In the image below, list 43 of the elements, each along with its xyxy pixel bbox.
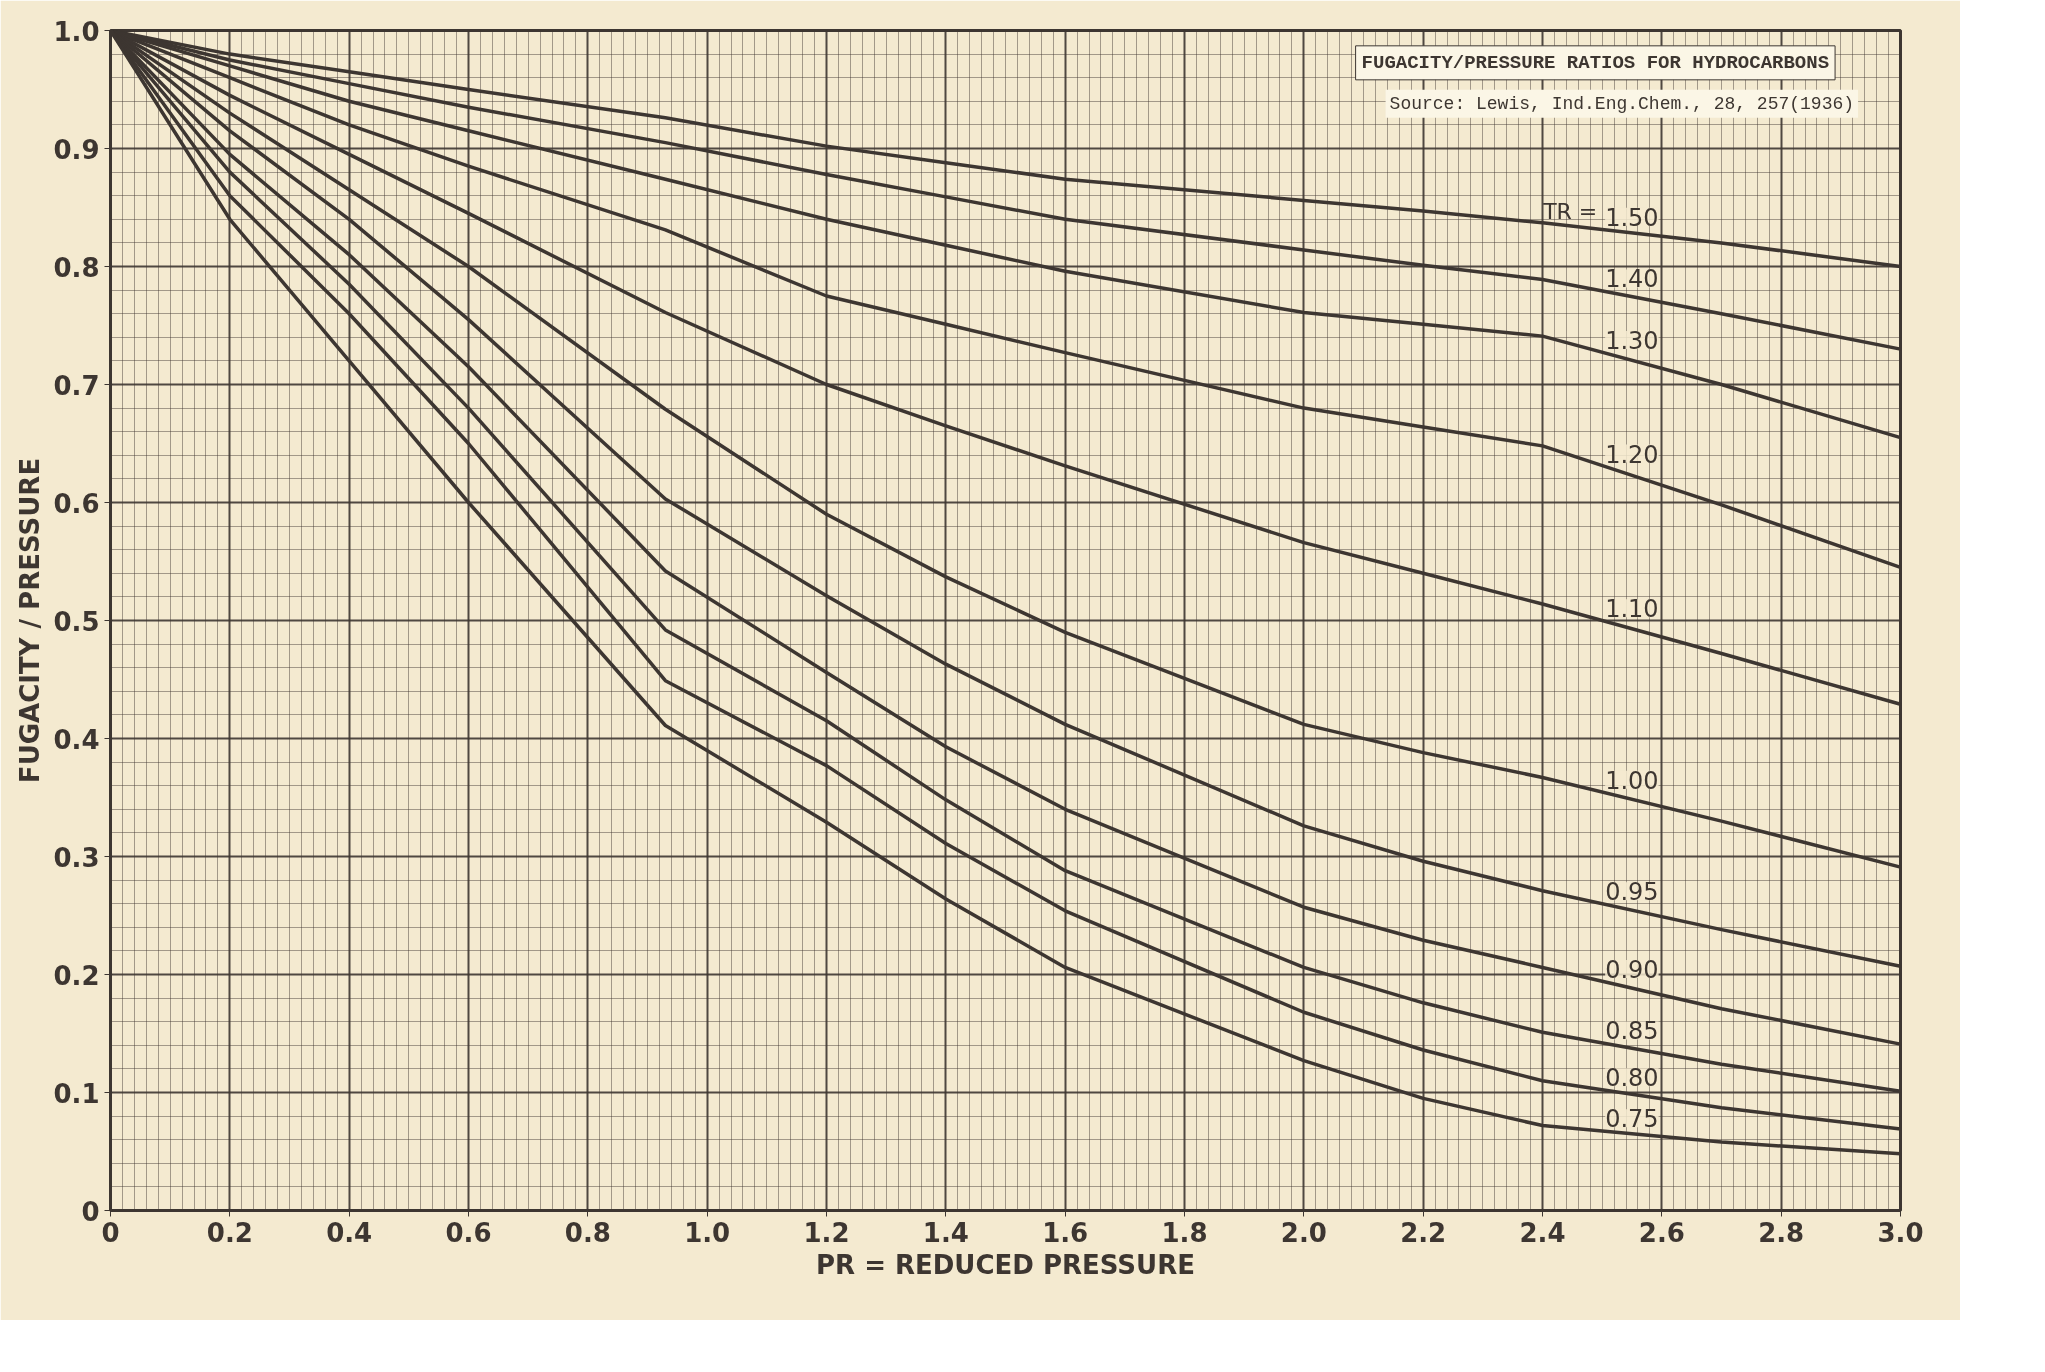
annotation: TR = (1542, 198, 1598, 224)
x-tick-label: 1.6 (1042, 1217, 1089, 1248)
series-label: 1.30 (1605, 327, 1659, 356)
series-label: 0.90 (1605, 955, 1659, 984)
series-label: 1.50 (1605, 203, 1659, 232)
x-tick-label: 0 (101, 1217, 120, 1248)
x-tick-label: 0.4 (326, 1217, 373, 1248)
y-tick-label: 0.1 (53, 1078, 100, 1109)
y-tick-label: 1.0 (53, 16, 100, 47)
x-tick-label: 0.2 (206, 1217, 253, 1248)
series-label: 1.40 (1605, 265, 1659, 294)
x-tick-label: 0.8 (564, 1217, 611, 1248)
series-label: 1.10 (1605, 595, 1659, 624)
y-tick-label: 0.2 (53, 960, 100, 991)
series-label: 0.80 (1605, 1064, 1659, 1093)
y-tick-label: 0.9 (53, 134, 100, 165)
annotation: Source: Lewis, Ind.Eng.Chem., 28, 257(1936) (1389, 93, 1855, 114)
y-tick-label: 0.4 (53, 724, 100, 755)
x-tick-label: 2.6 (1638, 1217, 1685, 1248)
series-label: 1.20 (1605, 440, 1659, 469)
x-tick-label: 1.2 (803, 1217, 850, 1248)
y-tick-label: 0.3 (53, 842, 100, 873)
x-tick-label: 1.4 (922, 1217, 969, 1248)
y-tick-label: 0.5 (53, 606, 100, 637)
x-tick-label: 2.4 (1519, 1217, 1566, 1248)
y-axis-title: FUGACITY / PRESSURE (15, 457, 46, 784)
series-label: 0.85 (1605, 1017, 1659, 1046)
x-tick-label: 2.2 (1400, 1217, 1447, 1248)
series-label: 0.75 (1605, 1105, 1659, 1134)
y-tick-label: 0.8 (53, 252, 100, 283)
x-tick-label: 3.0 (1877, 1217, 1924, 1248)
y-tick-label: 0.6 (53, 488, 100, 519)
y-tick-label: 0 (81, 1196, 100, 1227)
x-axis-title: PR = REDUCED PRESSURE (816, 1249, 1195, 1280)
x-tick-label: 1.0 (684, 1217, 731, 1248)
x-tick-label: 0.6 (445, 1217, 492, 1248)
series-label: 1.00 (1605, 766, 1659, 795)
y-tick-label: 0.7 (53, 370, 100, 401)
x-tick-label: 2.0 (1280, 1217, 1327, 1248)
text: FUGACITY/PRESSURE RATIOS FOR HYDROCARBONS (1361, 51, 1830, 74)
x-tick-label: 1.8 (1161, 1217, 1208, 1248)
x-tick-label: 2.8 (1758, 1217, 1805, 1248)
series-label: 0.95 (1605, 878, 1659, 907)
